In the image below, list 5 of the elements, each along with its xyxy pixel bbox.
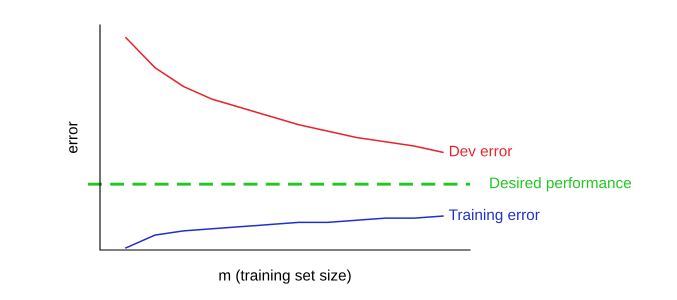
ref-line-label: Desired performance <box>490 177 631 192</box>
y-axis-title: error <box>69 122 78 153</box>
series-label: Dev error <box>450 146 512 156</box>
series-label: Training error <box>449 208 540 224</box>
x-axis-title: m (training set size) <box>219 269 351 284</box>
